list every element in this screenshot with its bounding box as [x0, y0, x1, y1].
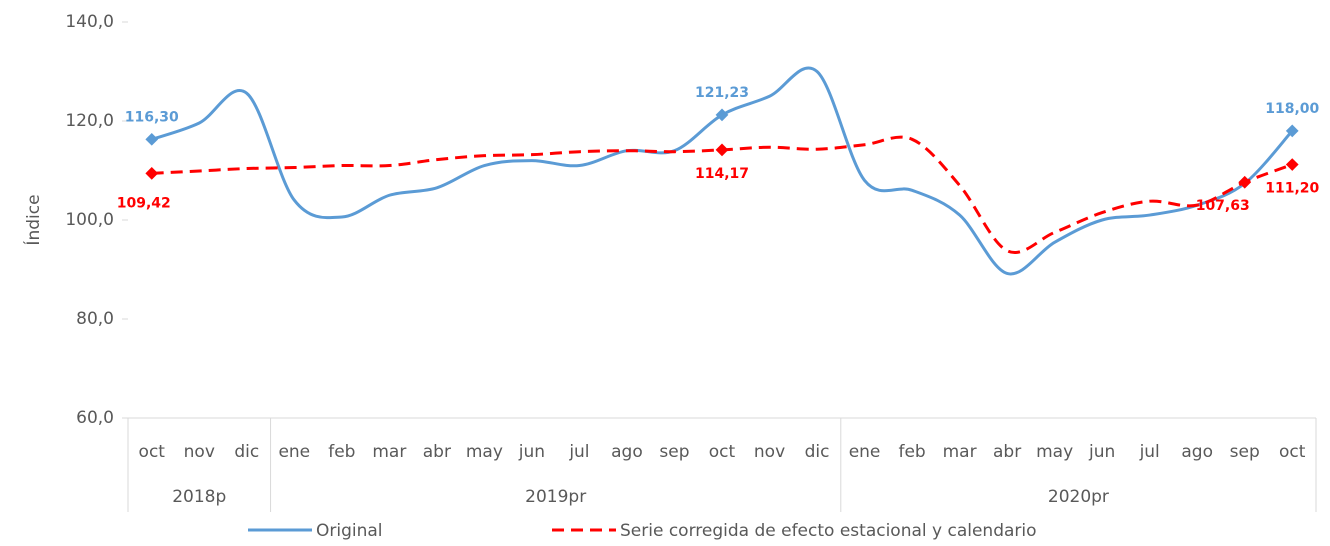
- point-marker: [715, 143, 729, 157]
- data-label: 111,20: [1265, 181, 1319, 197]
- group-label: 2018p: [172, 487, 226, 507]
- x-tick-label: ago: [611, 442, 643, 462]
- x-tick-label: oct: [709, 442, 736, 462]
- x-tick-label: ago: [1181, 442, 1213, 462]
- x-tick-label: may: [1036, 442, 1073, 462]
- x-tick-label: sep: [1230, 442, 1260, 462]
- x-tick-label: nov: [754, 442, 785, 462]
- legend-label: Original: [316, 521, 383, 541]
- x-tick-label: oct: [1279, 442, 1306, 462]
- x-tick-label: feb: [898, 442, 925, 462]
- data-label: 109,42: [117, 195, 171, 211]
- series-line: [151, 66, 1294, 276]
- y-tick-label: 80,0: [76, 309, 114, 329]
- x-tick-label: jul: [568, 442, 589, 462]
- x-tick-label: abr: [993, 442, 1021, 462]
- data-label: 118,00: [1265, 101, 1319, 117]
- point-marker: [1285, 158, 1299, 171]
- y-tick-label: 140,0: [65, 12, 114, 32]
- data-label: 116,30: [125, 109, 179, 125]
- x-tick-label: ene: [849, 442, 881, 462]
- x-tick-label: nov: [184, 442, 215, 462]
- x-tick-label: jun: [1088, 442, 1115, 462]
- x-tick-label: feb: [328, 442, 355, 462]
- x-tick-label: abr: [423, 442, 451, 462]
- x-tick-label: may: [466, 442, 503, 462]
- x-tick-label: oct: [139, 442, 166, 462]
- x-tick-label: dic: [805, 442, 830, 462]
- x-tick-label: ene: [278, 442, 310, 462]
- x-tick-label: jun: [518, 442, 545, 462]
- y-tick-label: 100,0: [65, 210, 114, 230]
- point-marker: [145, 132, 159, 146]
- x-tick-label: mar: [372, 442, 406, 462]
- group-label: 2019pr: [525, 487, 586, 507]
- x-tick-label: mar: [943, 442, 977, 462]
- point-marker: [145, 167, 159, 180]
- x-tick-label: sep: [659, 442, 689, 462]
- y-axis-label: Índice: [22, 194, 44, 245]
- group-label: 2020pr: [1048, 487, 1109, 507]
- y-tick-label: 120,0: [65, 111, 114, 131]
- data-label: 114,17: [695, 166, 749, 182]
- data-label: 107,63: [1196, 198, 1250, 214]
- legend-label: Serie corregida de efecto estacional y c…: [620, 521, 1037, 541]
- x-tick-label: jul: [1139, 442, 1160, 462]
- data-label: 121,23: [695, 85, 749, 101]
- y-tick-label: 60,0: [76, 408, 114, 428]
- x-tick-label: dic: [234, 442, 259, 462]
